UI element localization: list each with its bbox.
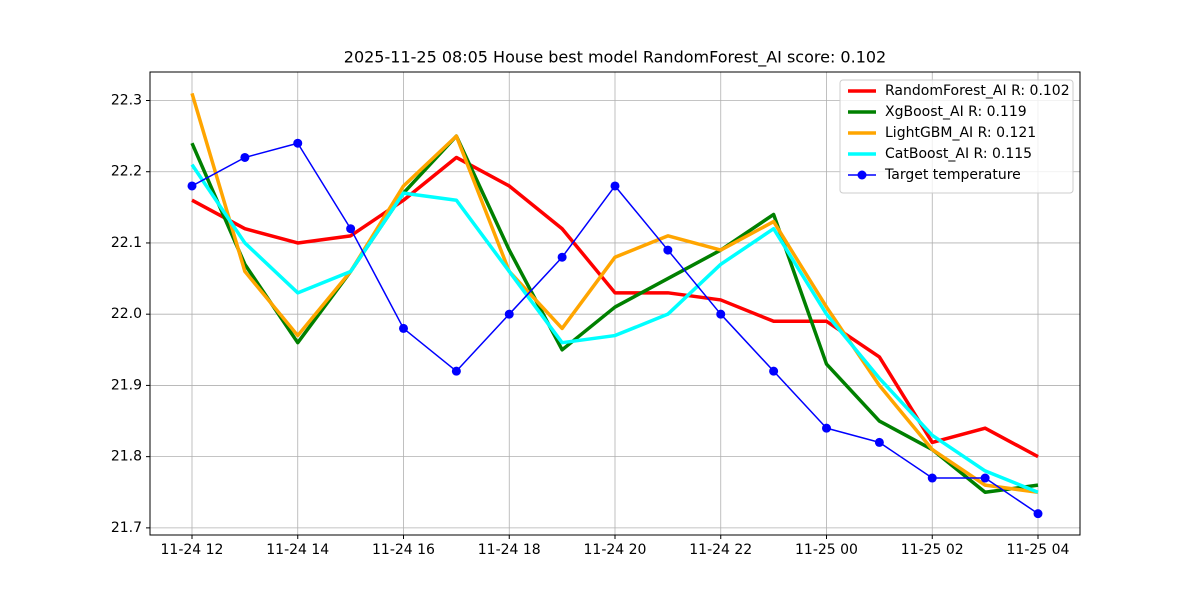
x-tick-label: 11-24 12 (161, 542, 224, 558)
y-tick-label: 21.9 (111, 377, 142, 393)
data-point (187, 181, 197, 191)
data-point (504, 309, 514, 319)
legend-label: Target temperature (884, 167, 1021, 183)
data-point (557, 252, 567, 262)
series-line (191, 155, 1039, 459)
y-tick-label: 22.3 (111, 92, 142, 108)
legend-label: RandomForest_AI R: 0.102 (885, 83, 1070, 99)
y-tick-label: 22.2 (111, 164, 142, 180)
data-point (399, 323, 408, 333)
data-point (240, 152, 250, 162)
data-point (346, 224, 356, 234)
data-point (822, 423, 831, 433)
data-point (451, 366, 461, 376)
y-tick-label: 22.0 (111, 306, 142, 322)
plot-frame (149, 71, 1081, 536)
x-tick-label: 11-25 00 (795, 542, 858, 558)
data-point (874, 437, 884, 447)
data-point (927, 473, 937, 483)
data-point (716, 309, 726, 319)
series-line (190, 163, 1039, 494)
data-point (1033, 509, 1043, 519)
y-tick-label: 22.1 (111, 235, 142, 251)
x-tick-label: 11-24 20 (584, 542, 647, 558)
legend-label: LightGBM_AI R: 0.121 (885, 125, 1036, 141)
y-tick-label: 21.8 (111, 449, 142, 465)
legend-label: CatBoost_AI R: 0.115 (885, 146, 1032, 162)
x-tick-label: 11-24 14 (266, 542, 329, 558)
legend-box (839, 79, 1074, 194)
data-point (980, 473, 990, 483)
chart-title: 2025-11-25 08:05 House best model Random… (344, 48, 886, 68)
data-point (663, 245, 673, 255)
legend-label: XgBoost_AI R: 0.119 (885, 104, 1027, 120)
data-point (610, 181, 620, 191)
data-point (293, 138, 303, 148)
series-line (190, 92, 1039, 494)
x-tick-label: 11-24 18 (478, 542, 541, 558)
x-tick-label: 11-25 02 (901, 542, 964, 558)
legend-marker (857, 170, 867, 180)
data-point (769, 366, 779, 376)
x-tick-label: 11-24 22 (689, 542, 752, 558)
x-tick-label: 11-24 16 (372, 542, 435, 558)
x-tick-label: 11-25 04 (1007, 542, 1070, 558)
y-tick-label: 21.7 (111, 520, 142, 536)
